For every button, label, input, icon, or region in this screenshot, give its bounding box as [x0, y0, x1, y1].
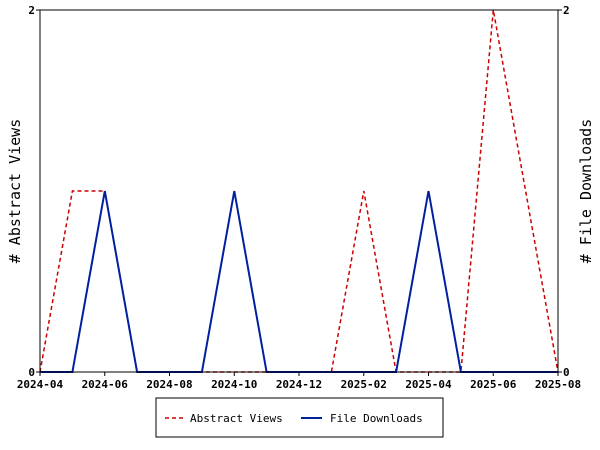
x-tick-label: 2024-12 — [276, 378, 322, 391]
y-tick-label: 0 — [28, 366, 35, 379]
ticks-layer: 2024-04 2024-06 2024-08 2024-10 2024-12 2025-… — [17, 4, 581, 391]
y2-tick-label: 2 — [563, 4, 570, 17]
series-line-file-downloads — [40, 190, 558, 373]
x-tick-label: 2025-04 — [405, 378, 452, 391]
x-tick-label: 2024-08 — [146, 378, 192, 391]
y2-axis-title: # File Downloads — [577, 119, 595, 264]
x-tick-label: 2025-06 — [470, 378, 517, 391]
legend-label-abstract-views: Abstract Views — [190, 412, 283, 425]
legend: Abstract Views File Downloads — [155, 397, 444, 438]
x-tick-label: 2024-04 — [17, 378, 64, 391]
x-tick-label: 2024-10 — [211, 378, 257, 391]
plot-area-frame — [39, 9, 559, 373]
legend-box — [155, 397, 444, 438]
legend-label-file-downloads: File Downloads — [330, 412, 423, 425]
x-tick-label: 2025-08 — [535, 378, 581, 391]
y-tick-label: 2 — [28, 4, 35, 17]
x-tick-label: 2025-02 — [341, 378, 387, 391]
y-axis-title: # Abstract Views — [6, 119, 24, 264]
series-layer — [39, 9, 559, 373]
x-tick-label: 2024-06 — [82, 378, 129, 391]
y2-tick-label: 0 — [563, 366, 570, 379]
series-line-abstract-views — [39, 9, 559, 373]
